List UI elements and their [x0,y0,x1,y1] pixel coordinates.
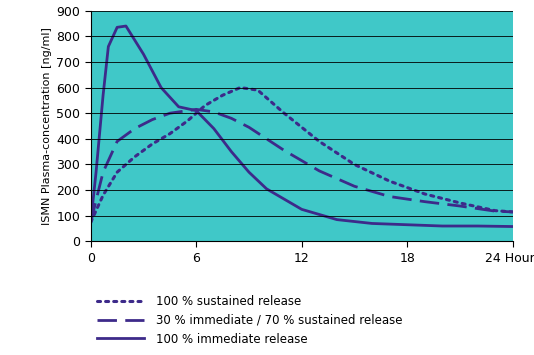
Y-axis label: ISMN Plasma-concentration [ng/ml]: ISMN Plasma-concentration [ng/ml] [42,27,52,225]
Legend: 100 % sustained release, 30 % immediate / 70 % sustained release, 100 % immediat: 100 % sustained release, 30 % immediate … [97,295,402,345]
